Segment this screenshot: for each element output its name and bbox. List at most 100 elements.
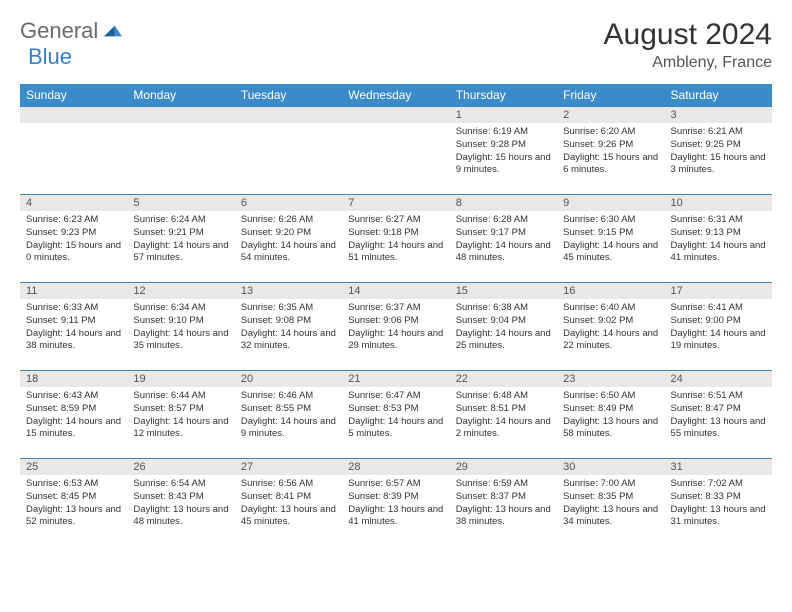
sunrise-text: Sunrise: 6:33 AM <box>26 302 121 315</box>
sunrise-text: Sunrise: 6:31 AM <box>671 214 766 227</box>
day-number: 30 <box>557 459 664 475</box>
sunrise-text: Sunrise: 6:21 AM <box>671 126 766 139</box>
calendar-day-cell: 11Sunrise: 6:33 AMSunset: 9:11 PMDayligh… <box>20 283 127 371</box>
day-number: 22 <box>450 371 557 387</box>
day-details: Sunrise: 6:31 AMSunset: 9:13 PMDaylight:… <box>665 211 772 268</box>
day-number <box>20 107 127 123</box>
day-details: Sunrise: 6:43 AMSunset: 8:59 PMDaylight:… <box>20 387 127 444</box>
day-number: 15 <box>450 283 557 299</box>
day-number: 19 <box>127 371 234 387</box>
day-number: 18 <box>20 371 127 387</box>
day-details: Sunrise: 6:50 AMSunset: 8:49 PMDaylight:… <box>557 387 664 444</box>
sunrise-text: Sunrise: 6:38 AM <box>456 302 551 315</box>
day-number: 14 <box>342 283 449 299</box>
sunset-text: Sunset: 9:02 PM <box>563 315 658 328</box>
day-details: Sunrise: 7:00 AMSunset: 8:35 PMDaylight:… <box>557 475 664 532</box>
daylight-text: Daylight: 13 hours and 45 minutes. <box>241 504 336 530</box>
daylight-text: Daylight: 13 hours and 38 minutes. <box>456 504 551 530</box>
day-number: 12 <box>127 283 234 299</box>
month-title: August 2024 <box>604 18 772 52</box>
sunset-text: Sunset: 8:43 PM <box>133 491 228 504</box>
sunrise-text: Sunrise: 6:30 AM <box>563 214 658 227</box>
day-number: 9 <box>557 195 664 211</box>
day-number: 8 <box>450 195 557 211</box>
sunrise-text: Sunrise: 6:50 AM <box>563 390 658 403</box>
daylight-text: Daylight: 14 hours and 45 minutes. <box>563 240 658 266</box>
sunset-text: Sunset: 8:33 PM <box>671 491 766 504</box>
sunrise-text: Sunrise: 6:53 AM <box>26 478 121 491</box>
calendar-day-cell: 27Sunrise: 6:56 AMSunset: 8:41 PMDayligh… <box>235 459 342 547</box>
daylight-text: Daylight: 15 hours and 0 minutes. <box>26 240 121 266</box>
calendar-week-row: 25Sunrise: 6:53 AMSunset: 8:45 PMDayligh… <box>20 459 772 547</box>
daylight-text: Daylight: 14 hours and 2 minutes. <box>456 416 551 442</box>
calendar-day-cell: 17Sunrise: 6:41 AMSunset: 9:00 PMDayligh… <box>665 283 772 371</box>
day-details: Sunrise: 6:40 AMSunset: 9:02 PMDaylight:… <box>557 299 664 356</box>
day-details: Sunrise: 6:38 AMSunset: 9:04 PMDaylight:… <box>450 299 557 356</box>
sunset-text: Sunset: 9:23 PM <box>26 227 121 240</box>
day-number: 4 <box>20 195 127 211</box>
daylight-text: Daylight: 14 hours and 25 minutes. <box>456 328 551 354</box>
sunset-text: Sunset: 9:15 PM <box>563 227 658 240</box>
calendar-day-cell: 10Sunrise: 6:31 AMSunset: 9:13 PMDayligh… <box>665 195 772 283</box>
calendar-day-cell: 3Sunrise: 6:21 AMSunset: 9:25 PMDaylight… <box>665 107 772 195</box>
sunset-text: Sunset: 9:28 PM <box>456 139 551 152</box>
logo-text-general: General <box>20 18 98 44</box>
daylight-text: Daylight: 13 hours and 55 minutes. <box>671 416 766 442</box>
sunrise-text: Sunrise: 6:57 AM <box>348 478 443 491</box>
calendar-day-cell: 6Sunrise: 6:26 AMSunset: 9:20 PMDaylight… <box>235 195 342 283</box>
daylight-text: Daylight: 14 hours and 41 minutes. <box>671 240 766 266</box>
sunrise-text: Sunrise: 6:41 AM <box>671 302 766 315</box>
logo-text-blue-wrap: Blue <box>28 44 72 70</box>
day-number: 1 <box>450 107 557 123</box>
day-details: Sunrise: 6:46 AMSunset: 8:55 PMDaylight:… <box>235 387 342 444</box>
day-number: 20 <box>235 371 342 387</box>
daylight-text: Daylight: 14 hours and 51 minutes. <box>348 240 443 266</box>
calendar-day-cell: 5Sunrise: 6:24 AMSunset: 9:21 PMDaylight… <box>127 195 234 283</box>
daylight-text: Daylight: 13 hours and 48 minutes. <box>133 504 228 530</box>
calendar-day-cell: 26Sunrise: 6:54 AMSunset: 8:43 PMDayligh… <box>127 459 234 547</box>
sunset-text: Sunset: 9:11 PM <box>26 315 121 328</box>
sunset-text: Sunset: 9:18 PM <box>348 227 443 240</box>
logo-text-blue: Blue <box>28 44 72 69</box>
daylight-text: Daylight: 14 hours and 38 minutes. <box>26 328 121 354</box>
day-details: Sunrise: 6:53 AMSunset: 8:45 PMDaylight:… <box>20 475 127 532</box>
day-details: Sunrise: 6:33 AMSunset: 9:11 PMDaylight:… <box>20 299 127 356</box>
sunset-text: Sunset: 8:37 PM <box>456 491 551 504</box>
sunset-text: Sunset: 8:39 PM <box>348 491 443 504</box>
title-block: August 2024 Ambleny, France <box>604 18 772 72</box>
sunrise-text: Sunrise: 6:56 AM <box>241 478 336 491</box>
day-details: Sunrise: 6:54 AMSunset: 8:43 PMDaylight:… <box>127 475 234 532</box>
calendar-day-cell <box>235 107 342 195</box>
calendar-day-cell <box>127 107 234 195</box>
sunset-text: Sunset: 9:13 PM <box>671 227 766 240</box>
calendar-day-cell: 13Sunrise: 6:35 AMSunset: 9:08 PMDayligh… <box>235 283 342 371</box>
daylight-text: Daylight: 14 hours and 22 minutes. <box>563 328 658 354</box>
day-details: Sunrise: 6:57 AMSunset: 8:39 PMDaylight:… <box>342 475 449 532</box>
day-details: Sunrise: 6:28 AMSunset: 9:17 PMDaylight:… <box>450 211 557 268</box>
day-details: Sunrise: 6:44 AMSunset: 8:57 PMDaylight:… <box>127 387 234 444</box>
sunrise-text: Sunrise: 6:34 AM <box>133 302 228 315</box>
sunrise-text: Sunrise: 7:00 AM <box>563 478 658 491</box>
day-details: Sunrise: 6:20 AMSunset: 9:26 PMDaylight:… <box>557 123 664 180</box>
weekday-header-row: Sunday Monday Tuesday Wednesday Thursday… <box>20 84 772 107</box>
day-details: Sunrise: 7:02 AMSunset: 8:33 PMDaylight:… <box>665 475 772 532</box>
header: General August 2024 Ambleny, France <box>20 18 772 72</box>
sunrise-text: Sunrise: 6:43 AM <box>26 390 121 403</box>
day-details: Sunrise: 6:21 AMSunset: 9:25 PMDaylight:… <box>665 123 772 180</box>
daylight-text: Daylight: 13 hours and 52 minutes. <box>26 504 121 530</box>
daylight-text: Daylight: 15 hours and 3 minutes. <box>671 152 766 178</box>
day-number: 28 <box>342 459 449 475</box>
daylight-text: Daylight: 13 hours and 31 minutes. <box>671 504 766 530</box>
sunset-text: Sunset: 9:00 PM <box>671 315 766 328</box>
calendar-day-cell: 1Sunrise: 6:19 AMSunset: 9:28 PMDaylight… <box>450 107 557 195</box>
calendar-day-cell: 30Sunrise: 7:00 AMSunset: 8:35 PMDayligh… <box>557 459 664 547</box>
daylight-text: Daylight: 13 hours and 34 minutes. <box>563 504 658 530</box>
daylight-text: Daylight: 13 hours and 41 minutes. <box>348 504 443 530</box>
calendar-day-cell: 20Sunrise: 6:46 AMSunset: 8:55 PMDayligh… <box>235 371 342 459</box>
day-number <box>235 107 342 123</box>
calendar-day-cell: 23Sunrise: 6:50 AMSunset: 8:49 PMDayligh… <box>557 371 664 459</box>
calendar-day-cell: 25Sunrise: 6:53 AMSunset: 8:45 PMDayligh… <box>20 459 127 547</box>
daylight-text: Daylight: 14 hours and 35 minutes. <box>133 328 228 354</box>
sunrise-text: Sunrise: 6:37 AM <box>348 302 443 315</box>
day-details: Sunrise: 6:24 AMSunset: 9:21 PMDaylight:… <box>127 211 234 268</box>
